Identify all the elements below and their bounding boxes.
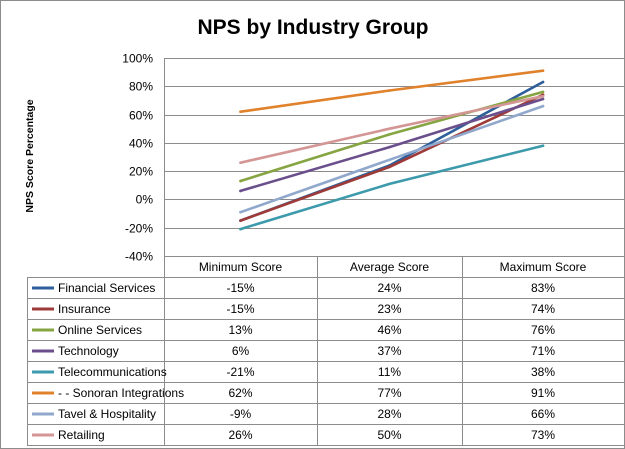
data-point xyxy=(541,104,545,108)
series-line xyxy=(239,97,545,193)
data-point xyxy=(239,110,242,114)
data-value-label: 62% xyxy=(228,386,252,400)
y-tick-label: 80% xyxy=(129,80,153,94)
series-name-label: Telecommunications xyxy=(58,365,167,379)
data-point xyxy=(388,145,391,149)
data-value-label: -9% xyxy=(230,407,252,421)
series-line xyxy=(239,104,545,214)
x-category-label: Maximum Score xyxy=(500,260,587,274)
data-value-label: -15% xyxy=(226,281,254,295)
data-value-label: 46% xyxy=(377,323,401,337)
data-value-label: 91% xyxy=(531,386,555,400)
series-name-label: Insurance xyxy=(58,302,111,316)
series-tavel-hospitality xyxy=(239,104,545,214)
y-tick-label: 60% xyxy=(129,109,153,123)
data-value-label: 6% xyxy=(232,344,250,358)
data-point xyxy=(388,165,391,169)
data-point xyxy=(388,89,391,92)
y-tick-label: -40% xyxy=(125,250,153,264)
data-point xyxy=(239,189,242,193)
data-point xyxy=(541,144,545,147)
series-retailing xyxy=(239,94,545,164)
data-point xyxy=(388,133,391,136)
series-name-label: Retailing xyxy=(58,428,105,442)
data-point xyxy=(239,210,242,214)
data-value-label: -21% xyxy=(226,365,254,379)
table-row-sonoran-integrations: - - Sonoran Integrations 62% 77% 91% xyxy=(32,386,555,400)
y-tick-label: -20% xyxy=(125,222,153,236)
data-value-label: 50% xyxy=(377,428,401,442)
table-row-telecommunications: Telecommunications -21% 11% 38% xyxy=(32,365,555,379)
table-row-insurance: Insurance -15% 23% 74% xyxy=(32,302,555,316)
data-point xyxy=(541,97,545,101)
data-point xyxy=(388,127,391,131)
series-insurance xyxy=(239,93,545,222)
series-telecommunications xyxy=(239,144,545,231)
data-value-label: 74% xyxy=(531,302,555,316)
chart-title: NPS by Industry Group xyxy=(197,16,428,39)
series-technology xyxy=(239,97,545,193)
x-category-label: Minimum Score xyxy=(199,260,283,274)
y-tick-label: 40% xyxy=(129,137,153,151)
table-row-online-services: Online Services 13% 46% 76% xyxy=(32,323,555,337)
data-value-label: 71% xyxy=(531,344,555,358)
y-tick-label: 20% xyxy=(129,165,153,179)
y-axis-label: NPS Score Percentage xyxy=(24,99,36,212)
data-value-label: -15% xyxy=(226,302,254,316)
data-point xyxy=(541,90,545,94)
data-value-label: 66% xyxy=(531,407,555,421)
data-point xyxy=(541,94,545,98)
data-point xyxy=(541,80,545,84)
data-point xyxy=(239,161,242,164)
data-value-label: 38% xyxy=(531,365,555,379)
x-category-label: Average Score xyxy=(350,260,429,274)
y-axis-ticks: -40% -20% 0% 20% 40% 60% 80% 100% xyxy=(122,52,153,264)
table-row-technology: Technology 6% 37% 71% xyxy=(32,344,555,358)
series-name-label: Tavel & Hospitality xyxy=(58,407,156,421)
table-row-retailing: Retailing 26% 50% 73% xyxy=(32,428,555,442)
data-table: Minimum Score Average Score Maximum Score F… xyxy=(27,256,624,446)
data-point xyxy=(388,158,391,162)
data-point xyxy=(388,182,391,186)
data-value-label: 26% xyxy=(228,428,252,442)
series-sonoran-integrations xyxy=(239,69,545,114)
table-row-tavel-hospitality: Tavel & Hospitality -9% 28% 66% xyxy=(32,407,555,421)
data-value-label: 24% xyxy=(377,281,401,295)
data-value-label: 23% xyxy=(377,302,401,316)
data-value-label: 13% xyxy=(228,323,252,337)
data-point xyxy=(239,227,242,231)
series-name-label: Technology xyxy=(58,344,119,358)
data-point xyxy=(239,219,242,222)
data-value-label: 73% xyxy=(531,428,555,442)
series-name-label: Online Services xyxy=(58,323,142,337)
table-row-financial-services: Financial Services -15% 24% 83% xyxy=(32,281,555,295)
y-tick-label: 100% xyxy=(122,52,153,66)
series-lines xyxy=(239,69,545,231)
y-tick-label: 0% xyxy=(136,193,154,207)
data-value-label: 11% xyxy=(378,365,401,379)
data-point xyxy=(239,179,242,183)
data-value-label: 77% xyxy=(377,386,401,400)
series-name-label: Financial Services xyxy=(58,281,155,295)
series-name-label: - - Sonoran Integrations xyxy=(58,386,184,400)
data-point xyxy=(541,69,545,73)
data-value-label: 83% xyxy=(531,281,555,295)
data-value-label: 37% xyxy=(377,344,401,358)
data-value-label: 28% xyxy=(377,407,401,421)
data-value-label: 76% xyxy=(531,323,555,337)
